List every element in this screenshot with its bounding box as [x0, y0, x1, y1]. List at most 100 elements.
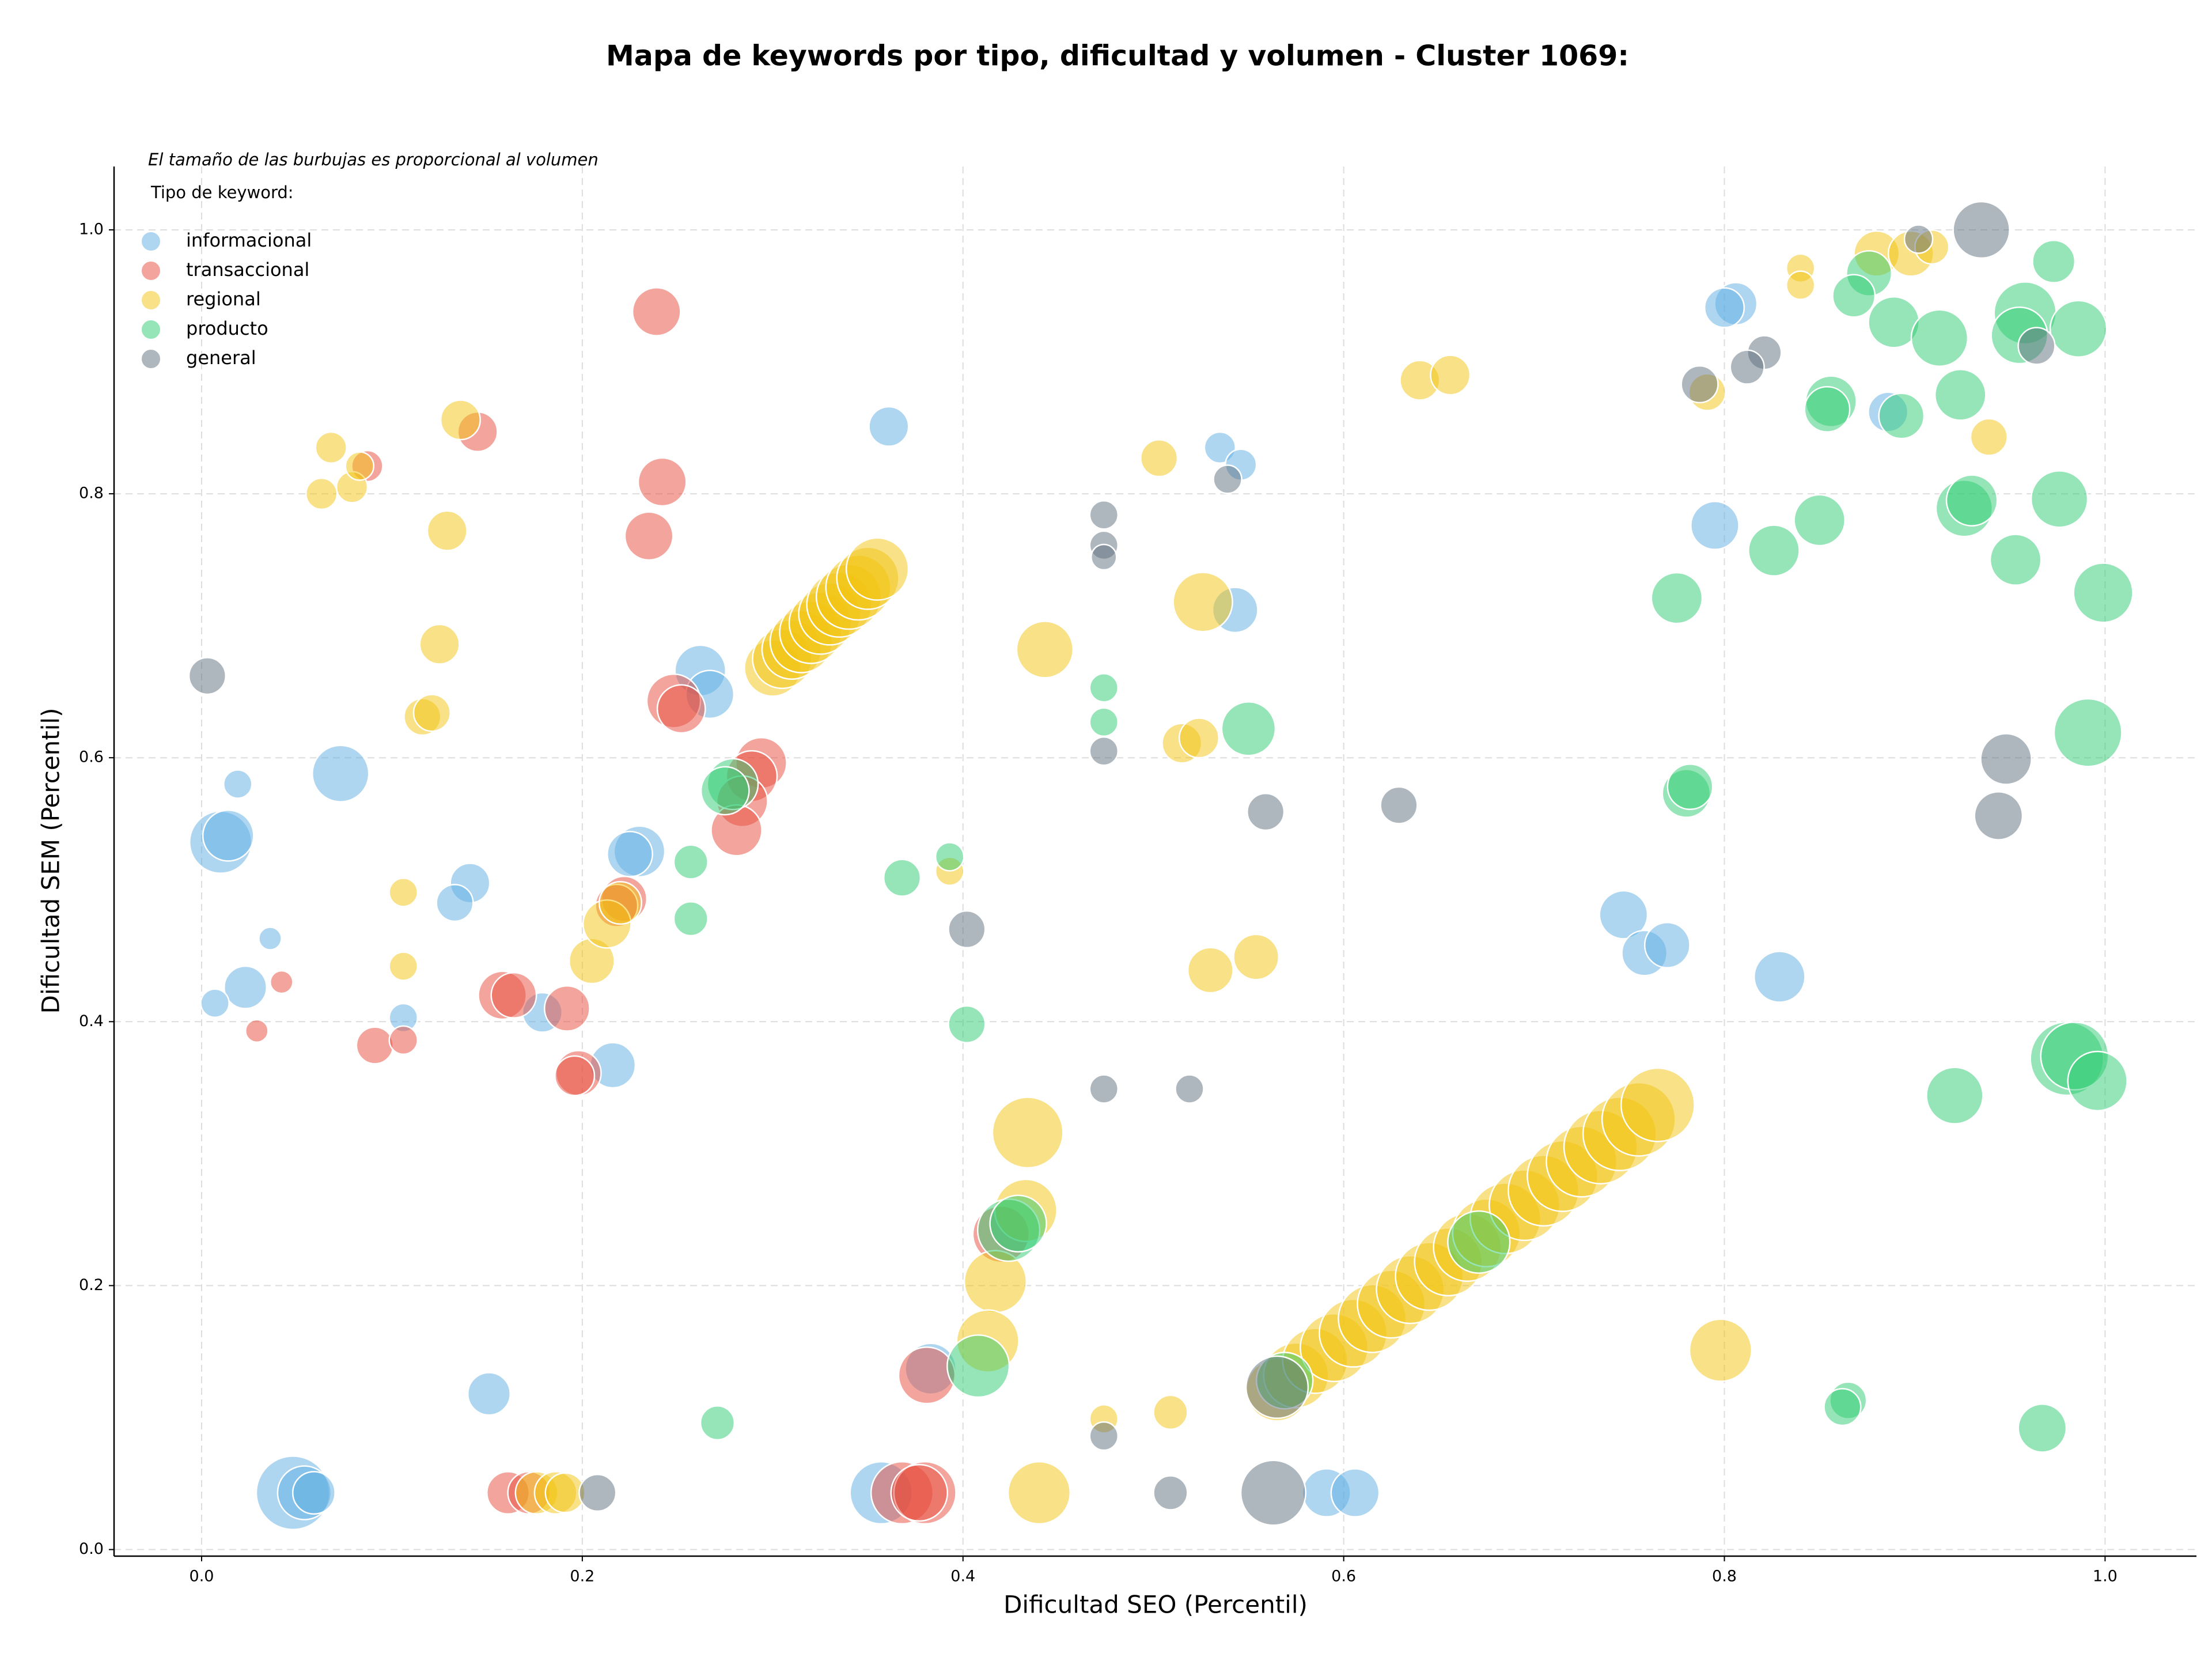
bubble — [882, 858, 922, 897]
bubble — [344, 451, 375, 481]
bubble — [1089, 736, 1119, 766]
bubble — [1380, 786, 1418, 824]
bubble — [1175, 1074, 1205, 1104]
x-axis-label: Dificultad SEO (Percentil) — [1003, 1591, 1308, 1619]
bubble — [1240, 1459, 1306, 1526]
y-tick-label: 0.8 — [79, 485, 104, 502]
bubble — [1903, 224, 1934, 254]
x-tick-label: 0.6 — [1331, 1568, 1356, 1586]
bubble — [1703, 287, 1745, 328]
bubble — [412, 694, 451, 732]
bubble — [1599, 890, 1649, 940]
bubble — [631, 287, 681, 336]
chart-title: Mapa de keywords por tipo, dificultad y … — [606, 40, 1629, 73]
bubble — [1178, 717, 1220, 759]
bubble — [948, 1005, 986, 1043]
bubble — [1430, 354, 1471, 396]
bubble — [291, 1471, 336, 1515]
bubble — [1213, 464, 1243, 494]
legend-label: regional — [186, 288, 261, 310]
bubble — [200, 988, 230, 1018]
bubble — [224, 965, 267, 1009]
bubble — [1089, 1421, 1119, 1451]
bubble — [2017, 327, 2056, 365]
bubble — [2017, 1403, 2067, 1453]
bubble — [934, 842, 965, 872]
bubble — [1688, 1318, 1753, 1382]
bubble — [1089, 500, 1119, 530]
bubble — [435, 884, 474, 922]
bubble — [1650, 572, 1703, 625]
legend-label: producto — [186, 317, 268, 339]
legend-marker — [141, 319, 161, 340]
bubble — [1974, 791, 2024, 841]
bubble — [554, 1055, 596, 1096]
legend-title: Tipo de keyword: — [150, 183, 294, 202]
legend-marker — [141, 290, 161, 311]
bubble — [1969, 418, 2008, 456]
grid — [114, 167, 2196, 1556]
bubble — [1140, 439, 1179, 478]
bubble — [1832, 274, 1876, 318]
bubble — [269, 970, 294, 994]
bubble — [673, 844, 709, 880]
y-tick-label: 0.2 — [79, 1276, 104, 1294]
x-tick-label: 1.0 — [2093, 1568, 2118, 1586]
bubble — [1945, 474, 1998, 527]
bubble — [1643, 922, 1691, 968]
bubble — [1172, 572, 1233, 633]
bubble — [2073, 562, 2134, 623]
bubble — [1187, 947, 1234, 994]
bubble — [2053, 698, 2123, 767]
legend-note: El tamaño de las burbujas es proporciona… — [148, 150, 599, 169]
bubble — [1016, 620, 1074, 679]
bubble — [890, 1463, 948, 1522]
bubble — [607, 830, 653, 877]
bubble — [673, 901, 709, 937]
bubble — [1447, 1210, 1511, 1274]
bubble — [1926, 1066, 1984, 1125]
bubble — [845, 537, 910, 601]
bubble — [989, 1194, 1047, 1253]
bubble — [426, 510, 468, 551]
legend: El tamaño de las burbujas es proporciona… — [141, 150, 599, 369]
bubble — [1007, 1461, 1071, 1525]
bubble — [1748, 524, 1800, 577]
legend-label: general — [186, 347, 256, 369]
bubble — [355, 1026, 394, 1065]
bubble — [1089, 707, 1119, 737]
bubble — [258, 926, 282, 951]
bubble — [388, 877, 419, 907]
y-tick-label: 0.6 — [79, 748, 104, 766]
bubble — [868, 406, 910, 447]
y-tick-label: 0.0 — [79, 1540, 104, 1558]
bubble — [388, 1025, 419, 1055]
bubble — [1934, 368, 1987, 421]
bubble — [1793, 494, 1846, 547]
bubble — [1980, 733, 2032, 785]
legend-marker — [141, 260, 161, 281]
bubble — [2067, 1050, 2128, 1112]
x-tick-label: 0.8 — [1712, 1568, 1737, 1586]
bubble — [1221, 701, 1277, 756]
bubble — [656, 684, 706, 734]
bubble — [1753, 951, 1806, 1003]
bubble — [578, 1473, 617, 1512]
bubble — [223, 769, 253, 799]
x-tick-label: 0.2 — [570, 1568, 594, 1586]
bubble — [188, 657, 227, 695]
bubble — [1245, 1355, 1309, 1419]
bubble — [202, 809, 255, 862]
bubble — [1989, 534, 2042, 586]
bubble — [467, 1372, 511, 1416]
bubble — [244, 1019, 269, 1043]
bubble — [311, 744, 370, 803]
bubble — [544, 985, 590, 1032]
legend-label: informacional — [186, 229, 312, 251]
axes: 0.0 0.2 0.4 0.6 0.8 1.0 0.0 0.2 0.4 0.6 0.8 1.0 — [79, 167, 2196, 1586]
bubble — [700, 766, 750, 816]
bubble — [1153, 1394, 1188, 1430]
bubble — [1690, 501, 1740, 550]
bubble — [598, 881, 642, 925]
